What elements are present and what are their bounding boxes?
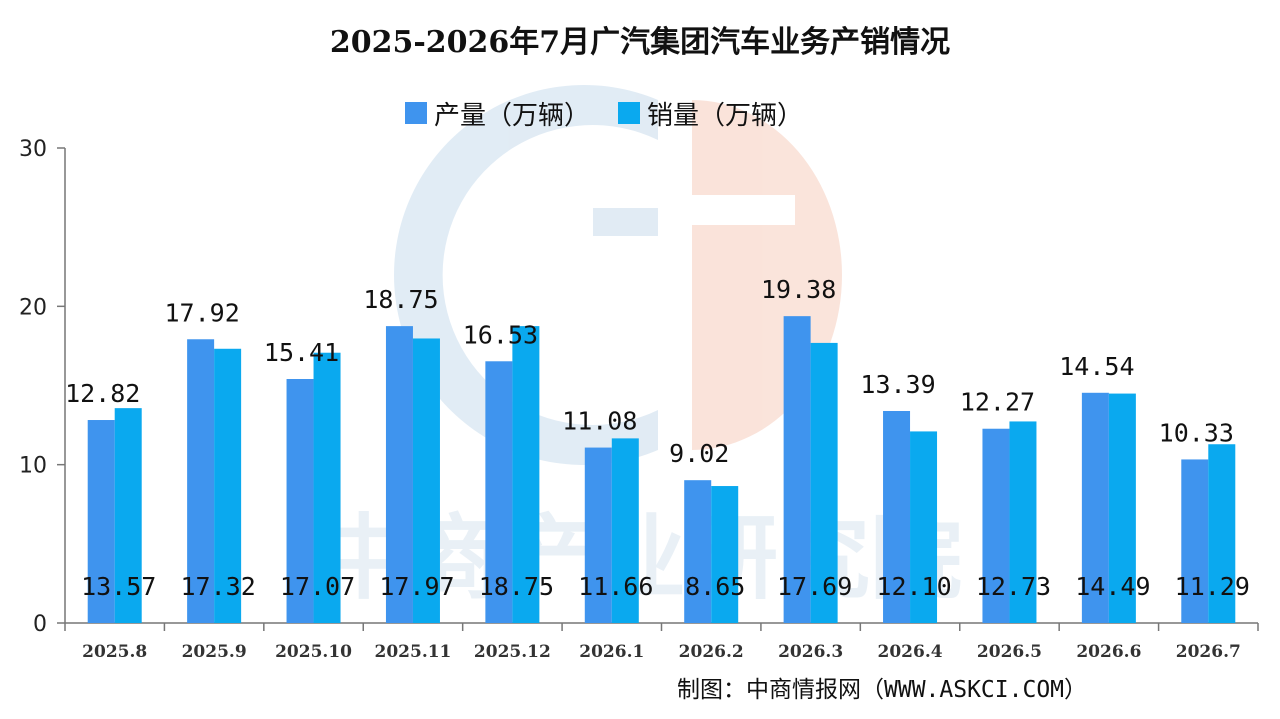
bar-sales	[1009, 421, 1037, 623]
bar-sales	[1208, 444, 1236, 623]
x-tick-label: 2025.9	[182, 642, 247, 662]
x-tick-label: 2026.6	[1076, 642, 1141, 662]
data-label-production: 18.75	[363, 285, 438, 314]
bar-production	[982, 428, 1010, 623]
bar-production	[1181, 459, 1209, 623]
bar-sales	[214, 348, 242, 623]
data-label-sales: 13.57	[81, 572, 156, 601]
data-label-sales: 17.97	[379, 572, 454, 601]
data-label-sales: 8.65	[685, 572, 745, 601]
bar-production	[584, 447, 612, 623]
data-label-sales: 17.07	[280, 572, 355, 601]
data-label-production: 16.53	[463, 320, 538, 349]
x-tick-label: 2026.3	[778, 642, 843, 662]
bar-production	[385, 326, 413, 623]
data-label-production: 10.33	[1159, 418, 1234, 447]
bar-production	[1081, 392, 1109, 623]
x-tick-label: 2026.4	[878, 642, 943, 662]
bar-sales	[711, 486, 739, 623]
data-label-sales: 17.32	[180, 572, 255, 601]
x-tick-label: 2025.11	[375, 642, 452, 662]
data-label-sales: 11.29	[1175, 572, 1250, 601]
data-label-production: 12.27	[960, 388, 1035, 417]
bar-sales	[313, 352, 341, 623]
data-label-production: 11.08	[562, 407, 637, 436]
x-tick-label: 2026.5	[977, 642, 1042, 662]
data-label-sales: 14.49	[1075, 572, 1150, 601]
y-tick-label: 20	[19, 295, 47, 320]
bar-sales	[512, 326, 540, 623]
chart-title: 2025-2026年7月广汽集团汽车业务产销情况	[330, 25, 950, 60]
bar-production	[87, 420, 115, 623]
data-label-sales: 11.66	[578, 572, 653, 601]
bar-sales	[114, 408, 142, 623]
data-label-production: 15.41	[264, 338, 339, 367]
bar-production	[684, 480, 712, 623]
data-label-sales: 17.69	[777, 572, 852, 601]
data-label-production: 19.38	[761, 275, 836, 304]
x-tick-label: 2025.12	[474, 642, 551, 662]
legend-label-production: 产量（万辆）	[434, 101, 590, 131]
x-tick-label: 2026.2	[679, 642, 744, 662]
data-label-sales: 18.75	[479, 572, 554, 601]
bar-production	[783, 316, 811, 623]
bar-sales	[1108, 393, 1136, 623]
y-tick-label: 30	[19, 137, 47, 162]
bar-sales	[412, 338, 440, 623]
x-tick-label: 2025.8	[82, 642, 147, 662]
bar-sales	[611, 438, 639, 623]
x-tick-label: 2026.1	[579, 642, 644, 662]
legend-swatch-production	[405, 102, 427, 124]
data-label-sales: 12.10	[876, 572, 951, 601]
data-label-production: 17.92	[164, 298, 239, 327]
legend-label-sales: 销量（万辆）	[647, 101, 803, 131]
chart-credit: 制图：中商情报网（WWW.ASKCI.COM）	[677, 677, 1087, 703]
bar-sales	[810, 342, 838, 623]
bar-production	[187, 339, 215, 623]
y-tick-label: 10	[19, 454, 47, 479]
bar-production	[883, 410, 911, 623]
y-tick-label: 0	[33, 612, 47, 637]
x-tick-label: 2025.10	[275, 642, 352, 662]
bar-sales	[910, 431, 938, 623]
x-tick-label: 2026.7	[1176, 642, 1241, 662]
data-label-production: 9.02	[669, 439, 729, 468]
bar-production	[485, 361, 513, 623]
data-label-production: 14.54	[1059, 352, 1134, 381]
legend-swatch-sales	[618, 102, 640, 124]
data-label-production: 13.39	[860, 370, 935, 399]
data-label-sales: 12.73	[976, 572, 1051, 601]
bar-production	[286, 379, 314, 623]
data-label-production: 12.82	[65, 379, 140, 408]
